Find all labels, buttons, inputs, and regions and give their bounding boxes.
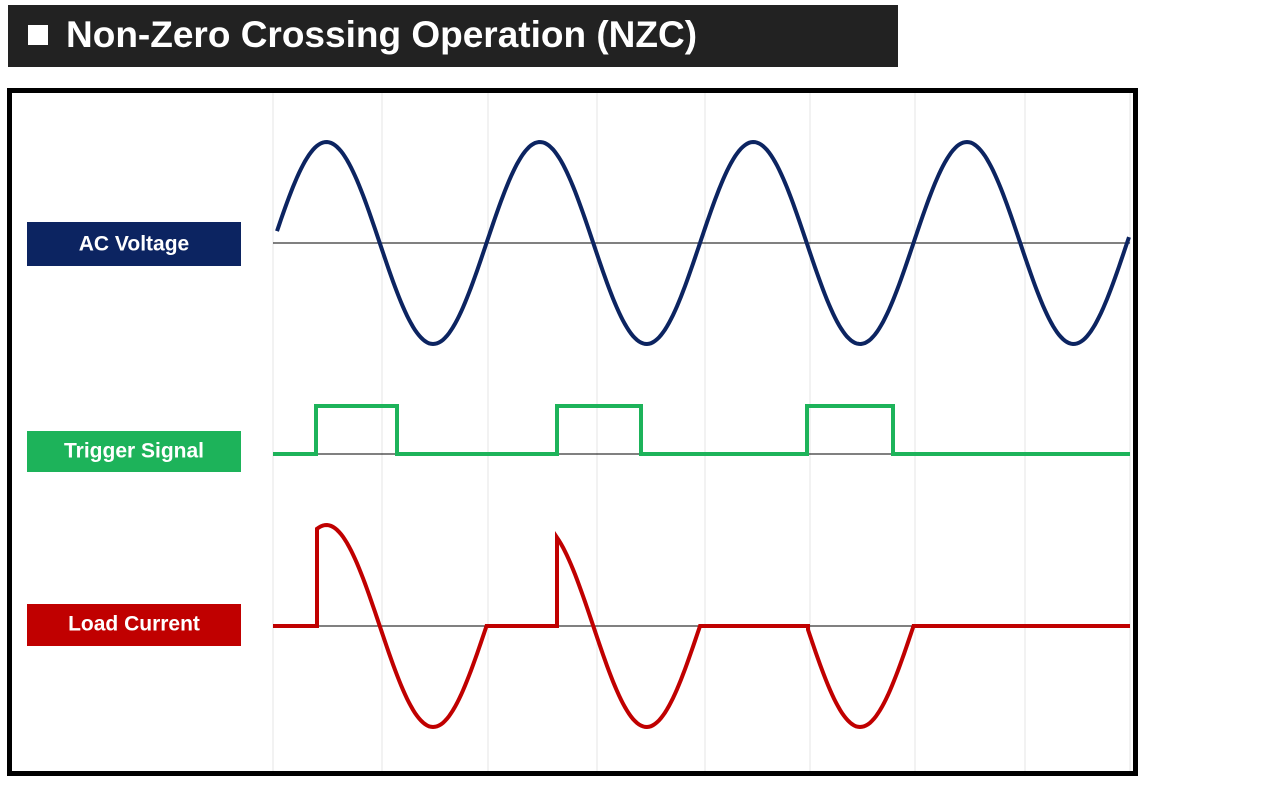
ac-voltage-wave <box>275 139 1131 347</box>
frame <box>7 88 1138 776</box>
label-box <box>27 431 241 472</box>
signal-label: Trigger Signal <box>64 440 204 463</box>
signal-label: Load Current <box>68 613 200 636</box>
trigger-wave <box>273 404 1130 456</box>
title-icon <box>28 25 48 45</box>
load-current-wave <box>273 522 1130 730</box>
label-box <box>27 222 241 266</box>
title-bar <box>8 5 898 67</box>
label-box <box>27 604 241 646</box>
grid <box>272 93 1131 771</box>
signal-label: AC Voltage <box>79 233 189 256</box>
title: Non-Zero Crossing Operation (NZC) <box>66 14 697 55</box>
